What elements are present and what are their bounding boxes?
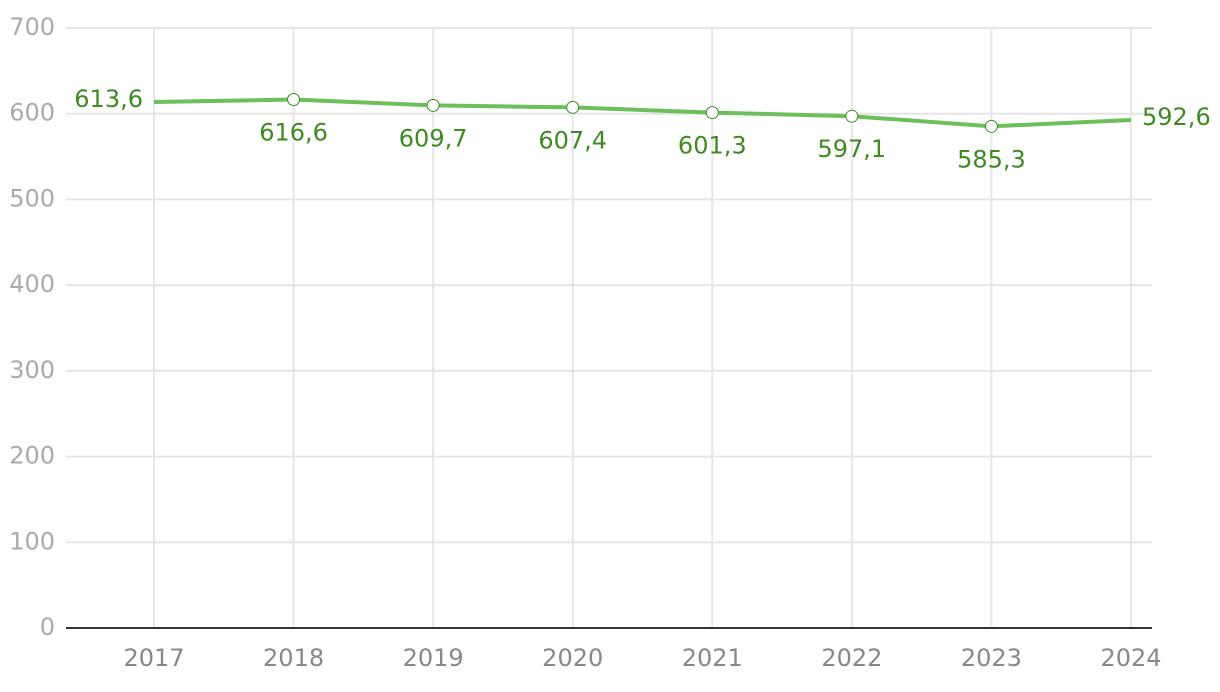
marker	[845, 109, 859, 123]
x-tick-label: 2024	[1100, 644, 1161, 672]
y-tick-label: 700	[9, 13, 55, 41]
x-tick-label: 2022	[821, 644, 882, 672]
x-tick-label: 2021	[682, 644, 743, 672]
value-label: 585,3	[957, 145, 1026, 173]
value-label: 592,6	[1142, 103, 1211, 131]
value-label: 601,3	[678, 132, 747, 160]
value-label: 597,1	[817, 135, 886, 163]
marker	[426, 98, 440, 112]
y-tick-label: 500	[9, 184, 55, 212]
marker	[984, 119, 998, 133]
line	[153, 97, 1132, 129]
y-tick-label: 100	[9, 527, 55, 555]
marker	[287, 92, 301, 106]
marker	[705, 106, 719, 120]
y-tick-label: 0	[40, 613, 55, 641]
x-tick-label: 2019	[403, 644, 464, 672]
y-tick-label: 200	[9, 442, 55, 470]
value-label: 613,6	[74, 85, 143, 113]
y-tick-label: 300	[9, 356, 55, 384]
x-tick-label: 2018	[263, 644, 324, 672]
value-label: 609,7	[399, 124, 468, 152]
x-tick-label: 2023	[961, 644, 1022, 672]
y-tick-label: 600	[9, 99, 55, 127]
marker	[566, 100, 580, 114]
value-label: 616,6	[259, 118, 328, 146]
x-tick-label: 2020	[542, 644, 603, 672]
x-tick-label: 2017	[123, 644, 184, 672]
value-label: 607,4	[538, 126, 607, 154]
y-tick-label: 400	[9, 270, 55, 298]
